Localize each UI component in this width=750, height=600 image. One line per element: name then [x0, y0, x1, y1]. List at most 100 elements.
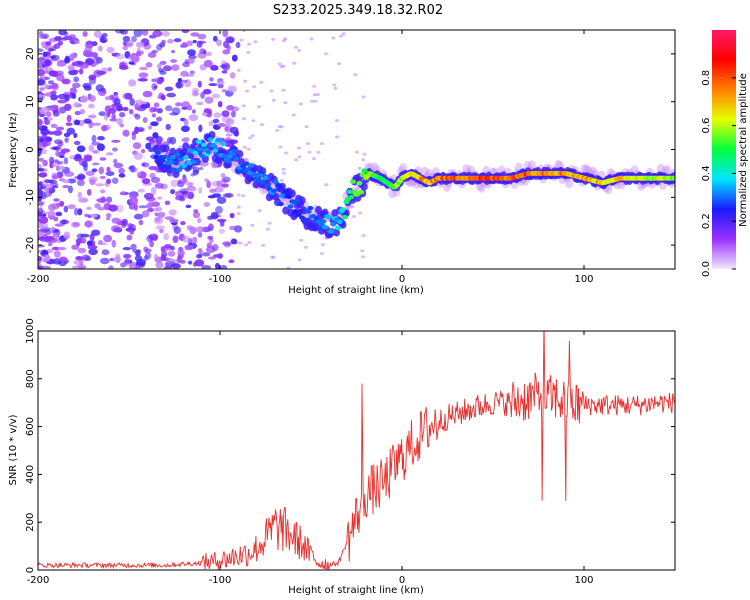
spectrogram-speckle	[80, 95, 88, 103]
spectrogram-speckle	[281, 167, 286, 171]
spectrogram-ridge-core	[182, 155, 189, 160]
spectrogram-speckle	[241, 194, 246, 198]
spectrogram-ridge-core	[328, 229, 335, 234]
spectrogram-speckle	[201, 252, 211, 257]
spectrogram-speckle	[270, 255, 275, 259]
spectrogram-speckle	[122, 247, 131, 251]
spectrogram-speckle	[281, 64, 286, 68]
spectrogram-speckle	[86, 189, 92, 196]
spectrogram-speckle	[51, 226, 56, 232]
spectrogram-speckle	[151, 78, 157, 83]
spectrogram-speckle	[187, 260, 193, 265]
spectrogram-speckle	[41, 250, 49, 256]
spectrogram-ridge-core	[173, 161, 179, 166]
spectrogram-speckle	[177, 249, 185, 257]
spectrogram-speckle	[243, 79, 247, 83]
spectrogram-speckle	[242, 145, 247, 149]
spectrogram-speckle	[56, 61, 66, 67]
spectrogram-speckle	[361, 158, 366, 162]
spectrogram-ridge	[192, 137, 200, 146]
spectrogram-speckle	[38, 118, 43, 126]
spectrogram-speckle	[129, 196, 139, 205]
spectrogram-halo	[656, 163, 665, 174]
spectrogram-speckle	[79, 108, 86, 115]
spectrogram-speckle	[141, 30, 149, 36]
spectrogram-ridge-core	[330, 222, 337, 227]
spectrogram-speckle	[208, 83, 218, 87]
spectrogram-speckle	[137, 78, 148, 82]
spectrogram-speckle	[48, 210, 56, 216]
spectrogram-speckle	[87, 244, 98, 250]
spectrogram-speckle	[231, 110, 236, 118]
spectrogram-speckle	[45, 111, 52, 118]
spectrogram-speckle	[205, 51, 212, 57]
spectrogram-speckle	[83, 118, 92, 124]
spectrogram-speckle	[187, 49, 196, 56]
spectrogram-speckle	[157, 63, 162, 70]
spectrogram-speckle	[188, 114, 198, 122]
spectrogram-speckle	[156, 108, 163, 114]
spectrogram-speckle	[282, 39, 286, 43]
spectrogram-speckle	[161, 39, 166, 45]
spectrogram-speckle	[206, 242, 212, 249]
spectrogram-speckle	[82, 31, 88, 37]
y-tick-label: 0	[25, 567, 36, 573]
spectrogram-speckle	[63, 31, 69, 37]
spectrogram-speckle	[106, 213, 112, 218]
spectrogram-speckle	[190, 173, 196, 177]
spectrogram-speckle	[128, 53, 138, 62]
spectrogram-speckle	[182, 137, 190, 142]
spectrogram-speckle	[77, 191, 83, 199]
spectrogram-speckle	[70, 53, 77, 59]
spectrogram-speckle	[216, 196, 227, 204]
spectrogram-speckle	[99, 175, 106, 180]
spectrogram-speckle	[57, 93, 68, 100]
spectrogram-speckle	[220, 173, 226, 178]
spectrogram-speckle	[58, 154, 65, 159]
spectrogram-speckle	[265, 227, 270, 231]
spectrogram-speckle	[222, 30, 229, 38]
spectrogram-speckle	[88, 74, 97, 81]
spectrogram-speckle	[152, 30, 163, 37]
spectrogram-speckle	[90, 213, 98, 218]
spectrogram-speckle	[54, 223, 64, 227]
spectrogram-speckle	[229, 212, 235, 219]
spectrogram-speckle	[38, 48, 44, 53]
spectrogram-speckle	[163, 65, 172, 72]
spectrogram-ridge-core	[177, 157, 184, 162]
spectrogram-speckle	[73, 259, 82, 266]
spectrogram-speckle	[362, 152, 367, 156]
spectrogram-speckle	[211, 93, 220, 99]
spectrogram-speckle	[181, 106, 189, 110]
spectrogram-speckle	[233, 131, 239, 137]
spectrogram-speckle	[323, 52, 328, 56]
spectrogram-ridge-core	[159, 158, 166, 163]
spectrogram-speckle	[242, 117, 247, 121]
spectrogram-speckle	[152, 132, 159, 139]
spectrogram-speckle	[303, 245, 308, 249]
spectrogram-speckle	[196, 254, 203, 259]
spectrogram-speckle	[95, 84, 105, 92]
spectrogram-speckle	[180, 221, 186, 226]
spectrogram-speckle	[38, 172, 48, 178]
spectrogram-speckle	[170, 179, 179, 187]
spectrogram-ridge-core	[246, 170, 253, 176]
spectrogram-speckle	[65, 122, 73, 126]
spectrogram-speckle	[247, 240, 252, 244]
spectrogram-speckle	[119, 65, 129, 70]
spectrogram-speckle	[44, 45, 53, 51]
colorbar: 0.0 0.2 0.4 0.6 0.8 Normalized spectral ampl…	[701, 30, 749, 277]
spectrogram-speckle	[203, 202, 210, 207]
spectrogram-speckle	[42, 51, 48, 58]
y-tick-label: 20	[25, 48, 36, 61]
spectrogram-speckle	[86, 206, 92, 211]
spectrogram-speckle	[216, 80, 225, 85]
spectrogram-speckle	[209, 238, 214, 243]
spectrogram-speckle	[145, 197, 156, 202]
spectrogram-speckle	[192, 39, 197, 44]
spectrogram-speckle	[354, 150, 359, 154]
spectrogram-speckle	[224, 192, 234, 198]
spectrogram-speckle	[55, 165, 61, 172]
spectrogram-halo	[582, 164, 591, 175]
spectrogram-speckle	[247, 42, 252, 46]
